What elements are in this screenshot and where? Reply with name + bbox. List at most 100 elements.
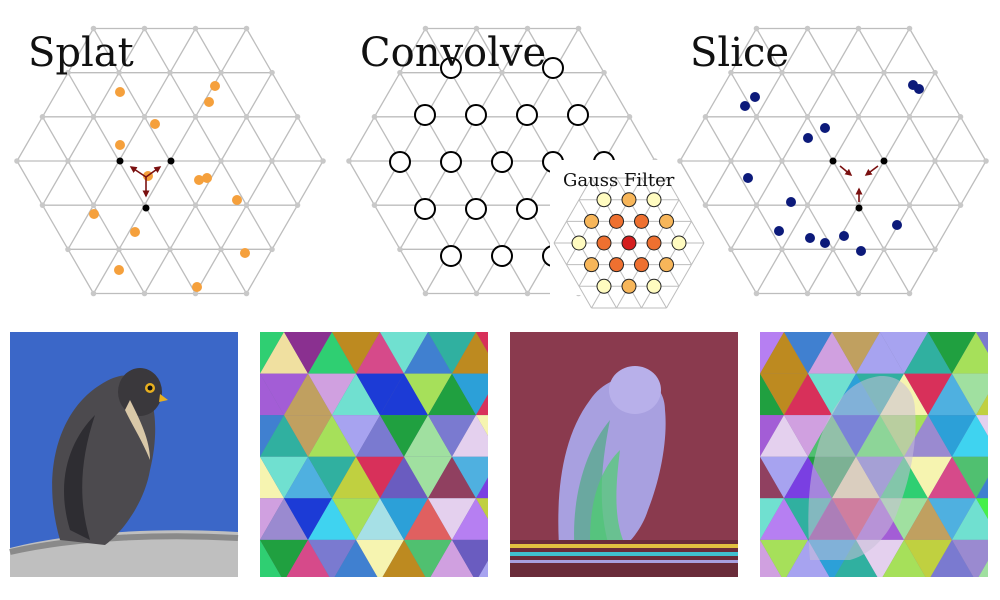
lattice-edge xyxy=(143,116,171,162)
lattice-edge xyxy=(781,72,809,118)
slice-point xyxy=(820,123,830,133)
texture-triangle xyxy=(904,415,952,457)
lattice-edge xyxy=(16,116,44,162)
texture-triangle xyxy=(476,477,488,499)
lattice-edge xyxy=(857,204,885,250)
lattice-edge xyxy=(959,160,987,206)
falcon-photo xyxy=(9,332,239,577)
lattice-edge xyxy=(704,72,732,118)
lattice-edge xyxy=(832,160,860,206)
lattice-node xyxy=(269,69,275,76)
texture-triangle xyxy=(260,373,308,416)
lattice-edge xyxy=(220,204,248,250)
texture-triangle xyxy=(976,498,988,520)
texture-triangle xyxy=(500,581,548,600)
lattice-node xyxy=(779,158,785,164)
lattice-edge xyxy=(92,116,120,162)
lattice-node xyxy=(65,158,71,164)
convolve-node xyxy=(440,57,462,79)
lattice-edge xyxy=(92,28,120,73)
gauss-weight xyxy=(646,235,662,251)
owl-photo xyxy=(510,332,738,577)
owl-perch-stripe-2 xyxy=(510,552,738,556)
lattice-node xyxy=(932,246,938,253)
texture-triangle xyxy=(428,581,476,600)
slice-point xyxy=(856,246,866,256)
convolve-label: Convolve xyxy=(360,30,546,76)
lattice-node xyxy=(218,69,224,76)
lattice-node xyxy=(804,114,811,120)
lattice-edge xyxy=(704,160,732,206)
texture-triangle xyxy=(260,498,308,540)
gauss-weight xyxy=(634,213,649,229)
lattice-node xyxy=(601,69,607,76)
texture-triangle xyxy=(356,415,404,457)
lattice-node xyxy=(14,158,20,164)
texture-triangle xyxy=(356,498,404,540)
lattice-node xyxy=(269,246,275,253)
lattice-edge xyxy=(169,249,197,294)
texture-triangle xyxy=(380,581,428,600)
lattice-edge xyxy=(245,116,273,162)
lattice-edge xyxy=(118,116,146,162)
splat-points xyxy=(89,81,250,292)
texture-triangle xyxy=(236,581,284,600)
texture-triangle xyxy=(308,456,356,499)
lattice-edge xyxy=(296,160,324,206)
texture-triangle xyxy=(332,332,380,374)
lattice-edge xyxy=(475,28,503,73)
lattice-node xyxy=(294,114,301,120)
texture-triangle xyxy=(380,373,428,416)
lattice-edge xyxy=(755,249,783,294)
lattice-edge xyxy=(806,160,834,206)
texture-triangle xyxy=(404,581,452,600)
texture-triangle xyxy=(452,539,488,577)
falcon-head xyxy=(118,368,162,416)
texture-triangle xyxy=(760,498,784,540)
lattice-node xyxy=(906,25,913,32)
convolve-node xyxy=(389,151,411,173)
owl-perch-stripe-3 xyxy=(510,560,738,563)
texture-triangle xyxy=(428,373,476,416)
texture-triangle xyxy=(332,581,380,600)
splat-point xyxy=(240,248,250,258)
texture-triangle xyxy=(308,498,356,540)
lattice-edge xyxy=(857,72,885,118)
gauss-weight xyxy=(621,278,637,294)
gauss-edge xyxy=(553,221,567,244)
texture-triangle xyxy=(478,560,488,577)
texture-triangle xyxy=(286,539,330,577)
lattice-edge xyxy=(577,28,605,73)
gauss-weight xyxy=(596,235,612,251)
lattice-node xyxy=(243,114,250,120)
texture-triangle xyxy=(332,373,380,416)
texture-triangle xyxy=(976,415,988,436)
lattice-edge xyxy=(857,160,885,206)
lattice-node xyxy=(779,246,785,253)
lattice-node xyxy=(881,69,887,76)
splat-point xyxy=(210,81,220,91)
gauss-edge xyxy=(578,286,592,309)
lattice-edge xyxy=(781,28,809,73)
texture-triangle xyxy=(476,498,488,520)
lattice-edge xyxy=(220,160,248,206)
texture-triangle xyxy=(260,539,308,577)
texture-triangle xyxy=(308,373,356,416)
lattice-edge xyxy=(169,28,197,73)
slice-point xyxy=(740,101,750,111)
texture-triangle xyxy=(404,373,452,416)
lattice-node xyxy=(524,25,531,32)
lattice-node xyxy=(65,246,71,253)
lattice-node xyxy=(804,25,811,32)
lattice-node xyxy=(499,69,505,76)
slice-arrow xyxy=(864,165,879,176)
lattice-node xyxy=(753,290,760,297)
lattice-edge xyxy=(806,249,834,294)
lattice-edge xyxy=(194,160,222,206)
convolve-node xyxy=(465,104,487,126)
lattice-edge xyxy=(934,72,962,118)
lattice-node xyxy=(728,158,734,164)
slice-arrow xyxy=(839,165,853,176)
convolve-node xyxy=(516,104,538,126)
